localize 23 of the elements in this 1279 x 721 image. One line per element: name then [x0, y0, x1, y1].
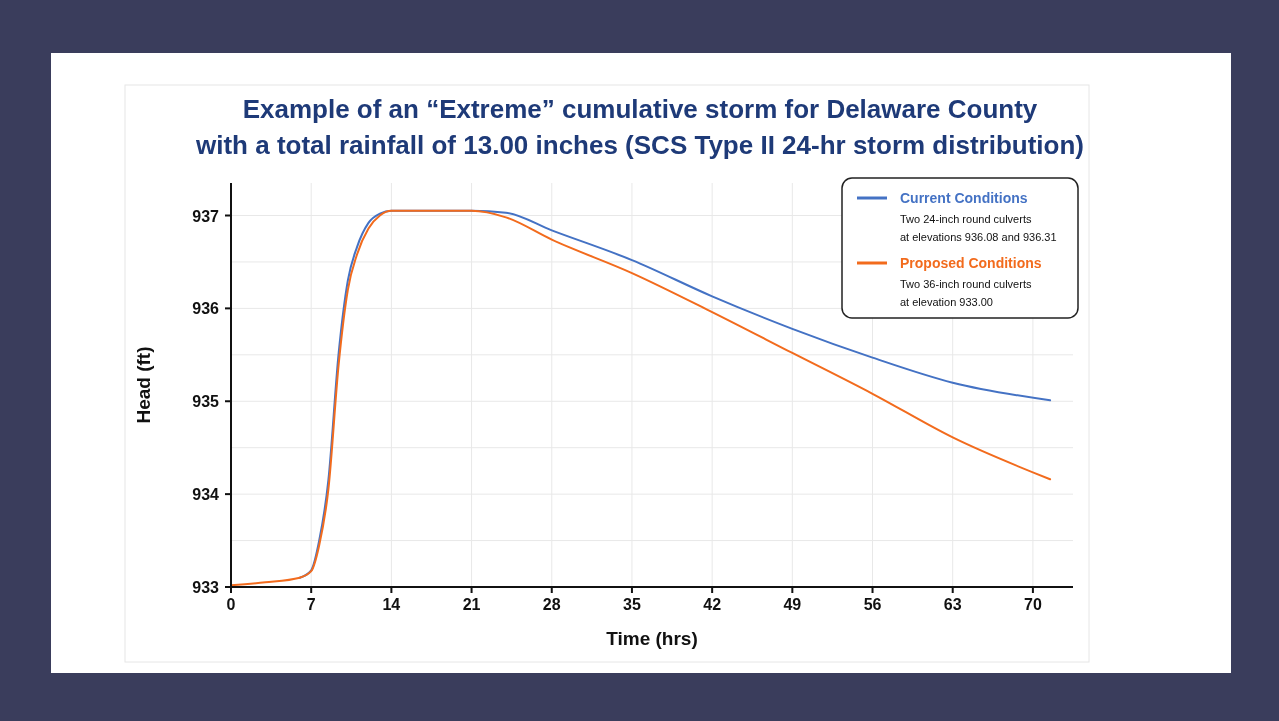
x-tick-label: 49	[783, 596, 802, 613]
y-tick-label: 937	[192, 207, 220, 225]
chart-title: Example of an “Extreme” cumulative storm for Delaware County with a total rainfall of 13.00 inches (SCS Type II 24-hr storm distribution)	[195, 94, 1084, 160]
x-tick-label: 56	[863, 596, 882, 613]
x-tick-label: 70	[1024, 596, 1042, 613]
annotation: Two 24-inch round culverts at elevations 936.08 and 936.31	[900, 213, 1057, 243]
y-tick-label: 935	[192, 393, 220, 411]
x-tick-label: 42	[703, 596, 722, 613]
legend-label: Current Conditions	[900, 190, 1028, 206]
x-tick-label: 7	[306, 596, 316, 613]
y-tick-label: 936	[192, 300, 220, 318]
x-tick-label: 35	[623, 596, 641, 613]
legend-label: Proposed Conditions	[900, 255, 1042, 271]
x-tick-label: 14	[382, 596, 401, 613]
x-tick-label: 21	[462, 596, 481, 613]
y-axis-title: Head (ft)	[133, 346, 154, 424]
x-axis-title: Time (hrs)	[606, 628, 698, 649]
x-tick-label: 28	[542, 596, 561, 613]
y-tick-label: 934	[192, 486, 220, 504]
x-tick-label: 0	[226, 596, 236, 613]
x-tick-label: 63	[943, 596, 962, 613]
annotation: Two 36-inch round culverts at elevation 933.00	[900, 278, 1032, 308]
y-tick-label: 933	[192, 579, 220, 596]
